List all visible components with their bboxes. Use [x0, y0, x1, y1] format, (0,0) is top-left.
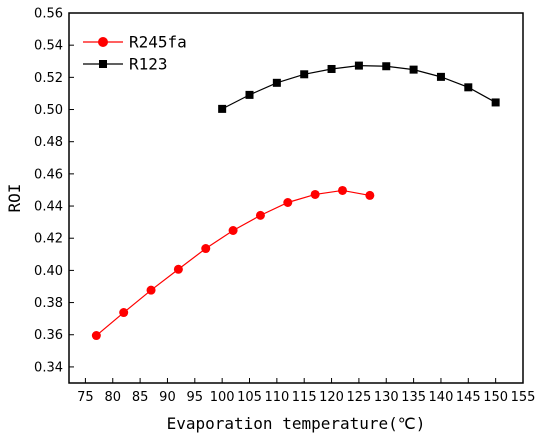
legend: R245fa R123	[83, 33, 187, 74]
y-tick-label: 0.46	[34, 167, 63, 182]
data-point-r123	[464, 83, 473, 92]
data-point-r245fa	[255, 210, 265, 220]
data-point-r245fa	[283, 198, 293, 208]
data-point-r123	[491, 98, 500, 107]
x-tick-label: 75	[77, 390, 94, 405]
data-point-r123	[300, 70, 309, 79]
x-tick-label: 120	[319, 390, 344, 405]
data-point-r123	[382, 62, 391, 71]
x-tick-label: 105	[237, 390, 262, 405]
y-tick-label: 0.56	[34, 7, 63, 22]
data-point-r123	[272, 78, 281, 87]
data-point-r245fa	[146, 285, 156, 295]
data-point-r245fa	[201, 244, 211, 254]
x-tick-label: 135	[401, 390, 426, 405]
x-axis-ticks: 75 80 85 90 95 100 105 110 115 120 125 130 135 140 145…	[77, 378, 535, 405]
y-tick-label: 0.44	[34, 200, 63, 215]
series-line-r245fa	[95, 189, 370, 336]
x-tick-label: 145	[456, 390, 481, 405]
data-point-r123	[327, 64, 336, 73]
y-tick-label: 0.42	[34, 232, 63, 247]
x-tick-label: 130	[374, 390, 399, 405]
data-point-r245fa	[337, 185, 347, 195]
y-tick-label: 0.48	[34, 135, 63, 150]
y-tick-label: 0.52	[34, 71, 63, 86]
y-tick-label: 0.40	[34, 264, 63, 279]
data-point-r245fa	[119, 308, 129, 318]
plot-frame	[68, 12, 524, 384]
x-tick-label: 150	[483, 390, 508, 405]
x-tick-label: 155	[511, 390, 536, 405]
data-point-r123	[436, 72, 445, 81]
data-point-r123	[409, 65, 418, 74]
data-point-r245fa	[91, 331, 101, 341]
legend-label-r123: R123	[129, 55, 168, 74]
data-point-r245fa	[310, 189, 320, 199]
series-line-r123	[221, 64, 496, 110]
data-point-r123	[245, 90, 254, 99]
data-point-r123	[354, 61, 363, 70]
y-axis-title: ROI	[5, 184, 24, 213]
data-point-r123	[218, 104, 227, 113]
legend-label-r245fa: R245fa	[129, 33, 187, 52]
legend-marker-r123	[99, 60, 107, 68]
y-axis-ticks: 0.34 0.36 0.38 0.40 0.42 0.44 0.46 0.48 0.50 0.52…	[34, 7, 74, 375]
x-tick-label: 125	[346, 390, 371, 405]
x-tick-label: 85	[132, 390, 149, 405]
data-point-r245fa	[228, 225, 238, 235]
y-tick-label: 0.34	[34, 360, 63, 375]
x-tick-label: 100	[210, 390, 235, 405]
legend-marker-r245fa	[98, 37, 108, 47]
x-tick-label: 90	[159, 390, 176, 405]
data-point-r245fa	[365, 190, 375, 200]
x-tick-label: 115	[292, 390, 317, 405]
data-point-r245fa	[173, 264, 183, 274]
series-layer	[91, 61, 500, 341]
x-tick-label: 110	[264, 390, 289, 405]
y-tick-label: 0.38	[34, 296, 63, 311]
x-tick-label: 95	[187, 390, 204, 405]
x-tick-label: 80	[104, 390, 121, 405]
y-tick-label: 0.36	[34, 328, 63, 343]
y-tick-label: 0.54	[34, 39, 63, 54]
x-tick-label: 140	[429, 390, 454, 405]
y-tick-label: 0.50	[34, 103, 63, 118]
x-axis-title: Evaporation temperature(℃)	[167, 414, 426, 433]
